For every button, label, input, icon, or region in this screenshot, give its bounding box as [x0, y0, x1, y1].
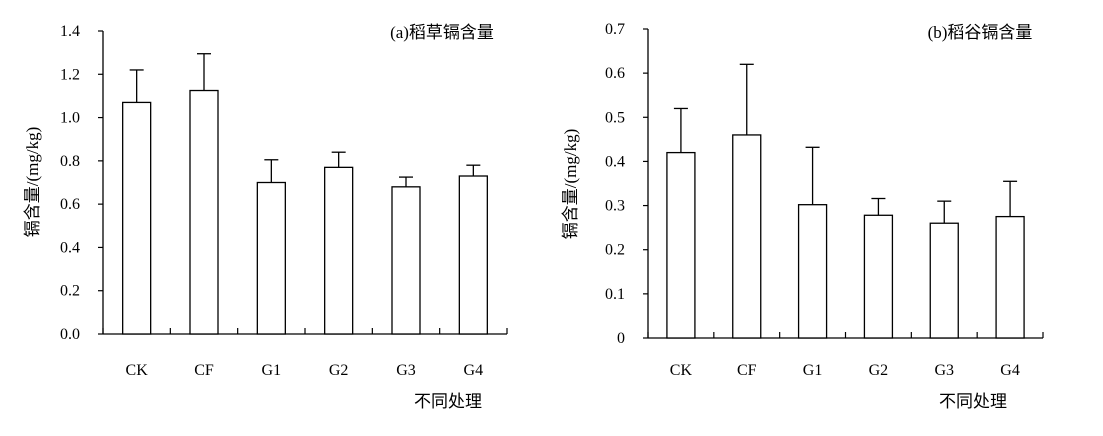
panel-b-x-tick-label: CF: [737, 362, 757, 379]
panel-b-y-tick-label: 0.5: [605, 109, 625, 126]
panel-a-plot-area: 0.0 0.2 0.4 0.6 0.8 1.0 1.2 1.4 CK CF G1 G2 G3 G4: [60, 23, 508, 379]
panel-b-y-tick-label: 0.6: [605, 65, 625, 82]
panel-a-y-axis-label: 镉含量/(mg/kg): [23, 127, 42, 238]
panel-b-y-tick-label: 0.4: [605, 153, 625, 170]
panel-a-y-tick-label: 1.0: [60, 110, 80, 127]
panel-a-y-tick-label: 1.4: [60, 23, 80, 40]
panel-b-y-tick-label: 0.2: [605, 242, 625, 259]
panel-b-x-tick-label: G4: [1000, 362, 1020, 379]
panel-a-strawcadmium-chart: (a)稻草镉含量 镉含量/(mg/kg) 不同处理 0.00.20.40.60.…: [23, 23, 508, 411]
panel-b-bar-g3: [929, 222, 959, 339]
panel-a-title: (a)稻草镉含量: [390, 23, 494, 42]
panel-b-y-tick-label: 0.7: [605, 21, 625, 38]
panel-b-graincadmium-chart: (b)稻谷镉含量 镉含量/(mg/kg) 不同处理 00.10.20.30.40…: [561, 21, 1044, 411]
panel-b-bar-g4: [995, 215, 1025, 339]
panel-a-x-tick-label: G4: [464, 362, 484, 379]
panel-a-x-tick-label: G2: [329, 362, 349, 379]
panel-a-y-tick-label: 0.2: [60, 283, 80, 300]
panel-a-y-tick-label: 0.0: [60, 326, 80, 343]
panel-a-bar-ck: [122, 101, 152, 335]
panel-b-x-tick-label: CK: [670, 362, 693, 379]
panel-a-bar-g2: [324, 166, 354, 335]
panel-a-bar-g3: [391, 186, 421, 335]
panel-b-x-tick-label: G2: [869, 362, 889, 379]
panel-a-x-tick-label: CK: [126, 362, 149, 379]
panel-a-x-tick-label: G1: [262, 362, 282, 379]
panel-b-title: (b)稻谷镉含量: [928, 23, 1033, 42]
panel-a-x-tick-label: G3: [396, 362, 416, 379]
panel-a-bar-cf: [189, 89, 219, 335]
panel-a-x-tick-label: CF: [194, 362, 214, 379]
panel-b-y-tick-label: 0: [617, 330, 625, 347]
panel-b-y-tick-label: 0.3: [605, 198, 625, 215]
panel-a-x-axis-label: 不同处理: [414, 392, 482, 411]
panel-b-bar-cf: [732, 134, 762, 339]
panel-b-plot-area: 0 0.1 0.2 0.3 0.4 0.5 0.6 0.7 CK CF G1 G2 G3 G4: [605, 21, 1044, 379]
panel-b-bar-g2: [863, 214, 894, 339]
panel-a-bar-g4: [458, 175, 488, 335]
panel-b-x-tick-label: G3: [934, 362, 954, 379]
panel-b-x-axis-label: 不同处理: [939, 392, 1007, 411]
panel-b-y-tick-label: 0.1: [605, 286, 625, 303]
panel-b-y-axis-label: 镉含量/(mg/kg): [561, 129, 580, 240]
panel-a-y-tick-label: 1.2: [60, 66, 80, 83]
panel-b-x-tick-label: G1: [803, 362, 823, 379]
panel-b-bar-ck: [666, 151, 696, 339]
panel-a-y-tick-label: 0.8: [60, 153, 80, 170]
panel-a-bar-g1: [256, 181, 286, 335]
panel-a-y-tick-label: 0.4: [60, 239, 80, 256]
panel-b-bar-g1: [797, 204, 828, 339]
panel-a-y-tick-label: 0.6: [60, 196, 80, 213]
